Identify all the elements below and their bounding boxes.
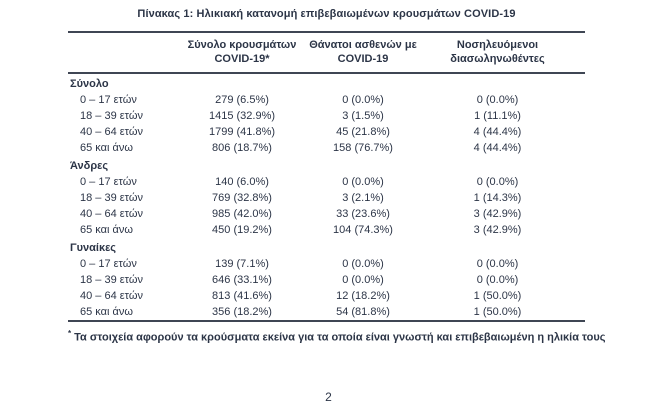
age-group-label: 65 και άνω [80,224,133,236]
table-title: Πίνακας 1: Ηλικιακή κατανομή επιβεβαιωμέ… [137,8,516,20]
covid-age-distribution-table: Σύνολο κρουσμάτων COVID-19* Θάνατοι ασθε… [68,31,585,322]
column-header-line: Θάνατοι ασθενών με [309,39,417,51]
cases-value: 806 (18.7%) [212,142,272,154]
age-group-label: 65 και άνω [80,142,133,154]
intubated-value: 0 (0.0%) [476,258,519,270]
report-page: Πίνακας 1: Ηλικιακή κατανομή επιβεβαιωμέ… [68,0,605,345]
column-header-intubated: Νοσηλευόμενοι διασωληνωθέντες [426,32,585,73]
deaths-value: 158 (76.7%) [333,142,393,154]
deaths-value: 12 (18.2%) [336,290,390,302]
deaths-value: 0 (0.0%) [342,274,384,286]
cases-value: 985 (42.0%) [212,208,272,220]
deaths-value: 33 (23.6%) [336,208,390,220]
column-header-line: COVID-19 [337,53,389,65]
table-footnote: * Τα στοιχεία αφορούν τα κρούσματα εκείνα… [68,327,605,345]
table-row: 0 – 17 ετών 139 (7.1%) 0 (0.0%) 0 (0.0%) [68,256,585,272]
table-header: Σύνολο κρουσμάτων COVID-19* Θάνατοι ασθε… [68,32,585,73]
column-header-line: Σύνολο κρουσμάτων [187,39,297,51]
table-row: 0 – 17 ετών 140 (6.0%) 0 (0.0%) 0 (0.0%) [68,174,585,190]
section-header-men: Άνδρες [68,156,585,174]
table-row: 18 – 39 ετών 769 (32.8%) 3 (2.1%) 1 (14.… [68,190,585,206]
cases-value: 1415 (32.9%) [208,110,276,122]
table-row: 65 και άνω 450 (19.2%) 104 (74.3%) 3 (42… [68,222,585,238]
deaths-value: 104 (74.3%) [333,224,393,236]
section-label: Γυναίκες [70,242,117,254]
column-header-line: COVID-19* [214,53,270,65]
intubated-value: 3 (42.9%) [473,224,522,236]
cases-value: 139 (7.1%) [215,258,269,270]
intubated-value: 1 (50.0%) [473,306,522,318]
deaths-value: 3 (2.1%) [342,192,384,204]
deaths-value: 0 (0.0%) [342,176,384,188]
section-label: Άνδρες [70,160,109,172]
age-group-label: 18 – 39 ετών [80,274,143,286]
table-row: 40 – 64 ετών 1799 (41.8%) 45 (21.8%) 4 (… [68,124,585,140]
table-row: 18 – 39 ετών 1415 (32.9%) 3 (1.5%) 1 (11… [68,108,585,124]
deaths-value: 0 (0.0%) [342,258,384,270]
deaths-value: 54 (81.8%) [336,306,390,318]
cases-value: 450 (19.2%) [212,224,272,236]
cases-value: 813 (41.6%) [212,290,272,302]
deaths-value: 45 (21.8%) [336,126,390,138]
footnote-text: Τα στοιχεία αφορούν τα κρούσματα εκείνα … [74,331,606,344]
age-group-label: 0 – 17 ετών [80,94,137,106]
intubated-value: 1 (50.0%) [473,290,522,302]
column-header-line: διασωληνωθέντες [450,53,545,65]
table-row: 18 – 39 ετών 646 (33.1%) 0 (0.0%) 0 (0.0… [68,272,585,288]
cases-value: 140 (6.0%) [215,176,269,188]
table-row: 40 – 64 ετών 985 (42.0%) 33 (23.6%) 3 (4… [68,206,585,222]
table-row: 40 – 64 ετών 813 (41.6%) 12 (18.2%) 1 (5… [68,288,585,304]
intubated-value: 4 (44.4%) [473,142,522,154]
cases-value: 279 (6.5%) [215,94,269,106]
cases-value: 646 (33.1%) [212,274,272,286]
column-header-deaths: Θάνατοι ασθενών με COVID-19 [308,32,426,73]
cases-value: 769 (32.8%) [212,192,272,204]
age-group-label: 18 – 39 ετών [80,192,143,204]
column-header-line: Νοσηλευόμενοι [456,39,539,51]
age-group-label: 40 – 64 ετών [80,126,143,138]
intubated-value: 4 (44.4%) [473,126,522,138]
intubated-value: 1 (11.1%) [474,110,521,122]
cases-value: 356 (18.2%) [212,306,272,318]
section-header-women: Γυναίκες [68,238,585,256]
intubated-value: 0 (0.0%) [476,274,519,286]
deaths-value: 3 (1.5%) [342,110,384,122]
footnote-asterisk: * [68,329,72,338]
section-header-total: Σύνολο [68,73,585,92]
table-row: 65 και άνω 806 (18.7%) 158 (76.7%) 4 (44… [68,140,585,156]
intubated-value: 0 (0.0%) [476,94,519,106]
cases-value: 1799 (41.8%) [208,126,276,138]
intubated-value: 3 (42.9%) [473,208,522,220]
deaths-value: 0 (0.0%) [342,94,384,106]
age-group-label: 40 – 64 ετών [80,208,143,220]
table-row: 0 – 17 ετών 279 (6.5%) 0 (0.0%) 0 (0.0%) [68,92,585,108]
table-row: 65 και άνω 356 (18.2%) 54 (81.8%) 1 (50.… [68,304,585,321]
column-header-total-cases: Σύνολο κρουσμάτων COVID-19* [176,32,308,73]
intubated-value: 1 (14.3%) [473,192,522,204]
age-group-label: 65 και άνω [80,306,133,318]
section-label: Σύνολο [70,78,109,90]
column-header-empty [68,32,176,73]
intubated-value: 0 (0.0%) [476,176,519,188]
age-group-label: 40 – 64 ετών [80,290,143,302]
age-group-label: 0 – 17 ετών [80,176,137,188]
age-group-label: 0 – 17 ετών [80,258,137,270]
page-number: 2 [325,390,332,404]
age-group-label: 18 – 39 ετών [80,110,143,122]
